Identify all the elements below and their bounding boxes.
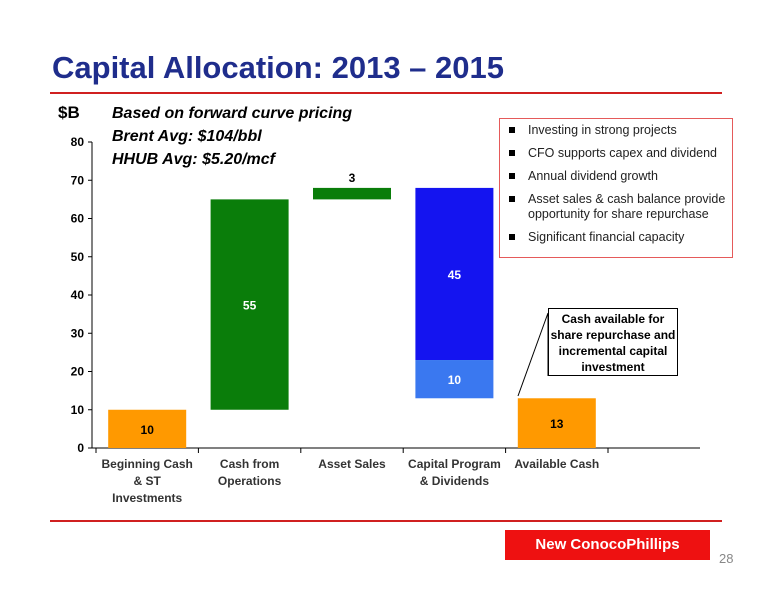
bullet-item: Annual dividend growth bbox=[508, 169, 726, 184]
bullet-text: CFO supports capex and dividend bbox=[528, 146, 717, 160]
bullet-text: Asset sales & cash balance provide oppor… bbox=[528, 192, 726, 221]
data-label: 45 bbox=[448, 268, 462, 282]
callout-box: Cash available for share repurchase and … bbox=[548, 308, 678, 376]
bullet-text: Annual dividend growth bbox=[528, 169, 658, 183]
y-tick-label: 20 bbox=[71, 365, 85, 379]
bar bbox=[415, 187, 494, 361]
bullet-square-icon bbox=[509, 173, 515, 179]
brand-badge: New ConocoPhillips bbox=[505, 530, 710, 560]
bullet-square-icon bbox=[509, 150, 515, 156]
y-tick-label: 80 bbox=[71, 135, 85, 149]
bar bbox=[313, 187, 391, 200]
brent-note: Brent Avg: $104/bbl bbox=[112, 128, 262, 145]
pricing-note: Based on forward curve pricing bbox=[112, 105, 353, 122]
bullet-text: Investing in strong projects bbox=[528, 123, 677, 137]
data-label: 10 bbox=[141, 423, 155, 437]
x-tick-label: Cash from bbox=[220, 457, 279, 471]
y-tick-label: 10 bbox=[71, 403, 85, 417]
callout-pointer bbox=[517, 312, 549, 397]
bullet-square-icon bbox=[509, 196, 515, 202]
bullet-item: Asset sales & cash balance provide oppor… bbox=[508, 192, 726, 222]
footer-divider bbox=[50, 520, 722, 522]
bullet-item: Significant financial capacity bbox=[508, 230, 726, 245]
x-tick-label: & ST bbox=[134, 474, 162, 488]
y-tick-label: 50 bbox=[71, 250, 85, 264]
bullet-square-icon bbox=[509, 127, 515, 133]
x-tick-label: Asset Sales bbox=[318, 457, 386, 471]
bullet-item: CFO supports capex and dividend bbox=[508, 146, 726, 161]
key-points-box: Investing in strong projects CFO support… bbox=[499, 118, 733, 258]
bullet-text: Significant financial capacity bbox=[528, 230, 685, 244]
data-label: 3 bbox=[349, 171, 356, 185]
y-tick-label: 30 bbox=[71, 326, 85, 340]
hhub-note: HHUB Avg: $5.20/mcf bbox=[112, 151, 276, 168]
bar bbox=[108, 409, 187, 448]
bullet-item: Investing in strong projects bbox=[508, 123, 726, 138]
x-tick-label: Available Cash bbox=[514, 457, 599, 471]
data-label: 10 bbox=[448, 373, 462, 387]
y-tick-label: 60 bbox=[71, 212, 85, 226]
bar bbox=[517, 398, 596, 448]
x-tick-label: Investments bbox=[112, 491, 182, 505]
page-number: 28 bbox=[719, 551, 734, 566]
y-axis-unit-label: $B bbox=[58, 103, 80, 122]
data-label: 55 bbox=[243, 299, 257, 313]
x-tick-label: & Dividends bbox=[420, 474, 490, 488]
bullet-square-icon bbox=[509, 234, 515, 240]
y-tick-label: 70 bbox=[71, 173, 85, 187]
x-tick-label: Capital Program bbox=[408, 457, 501, 471]
y-axis: 0 10 20 30 40 50 60 70 80 bbox=[71, 135, 700, 455]
data-label: 13 bbox=[550, 417, 564, 431]
title-divider bbox=[50, 92, 722, 94]
x-tick-label: Beginning Cash bbox=[102, 457, 193, 471]
bar bbox=[415, 360, 494, 399]
bar bbox=[210, 199, 289, 410]
x-tick-label: Operations bbox=[218, 474, 282, 488]
y-tick-label: 40 bbox=[71, 288, 85, 302]
page-title: Capital Allocation: 2013 – 2015 bbox=[52, 50, 504, 85]
y-tick-label: 0 bbox=[77, 441, 84, 455]
chart-bars: 10 55 3 45 10 13 bbox=[108, 171, 596, 448]
x-axis-labels: Beginning Cash & ST Investments Cash from Op… bbox=[102, 457, 600, 505]
